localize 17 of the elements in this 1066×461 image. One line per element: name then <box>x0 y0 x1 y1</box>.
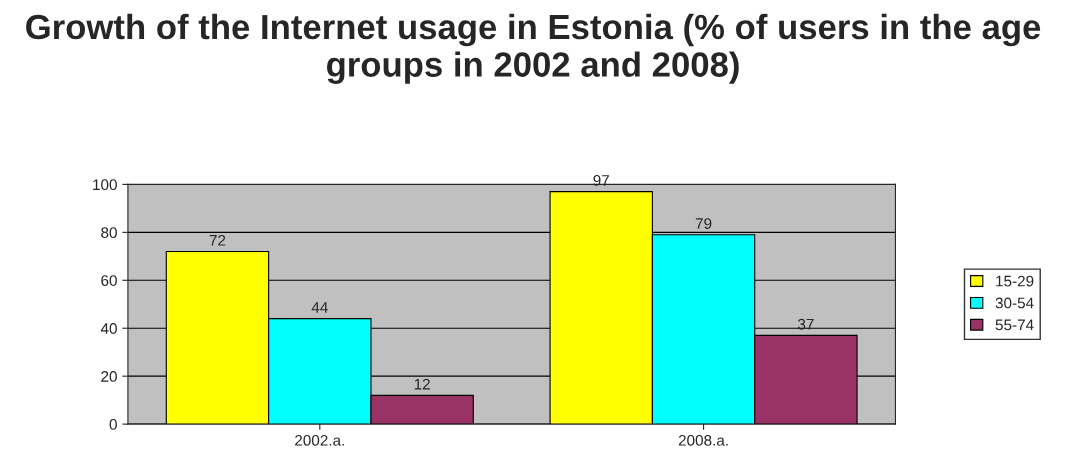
y-tick-label: 80 <box>101 227 117 239</box>
legend-label: 30-54 <box>995 297 1034 309</box>
y-tick-label: 100 <box>93 179 117 191</box>
legend-label: 15-29 <box>996 275 1034 287</box>
chart-title: Growth of the Internet usage in Estonia (% of users in the age groups in 2002 and 2008) <box>26 13 1041 84</box>
y-tick-label: 0 <box>109 418 117 430</box>
y-tick-label: 40 <box>100 323 117 334</box>
x-tick-label: 2002.a. <box>295 434 344 446</box>
data-label: 72 <box>209 234 226 246</box>
data-label: 44 <box>311 302 328 313</box>
data-label: 79 <box>695 218 712 229</box>
data-label: 12 <box>414 378 430 390</box>
y-tick-label: 20 <box>101 371 117 382</box>
x-tick-label: 2008.a. <box>678 434 728 446</box>
y-tick-label: 60 <box>101 275 117 286</box>
data-label: 37 <box>797 318 814 330</box>
legend-label: 55-74 <box>995 319 1034 331</box>
